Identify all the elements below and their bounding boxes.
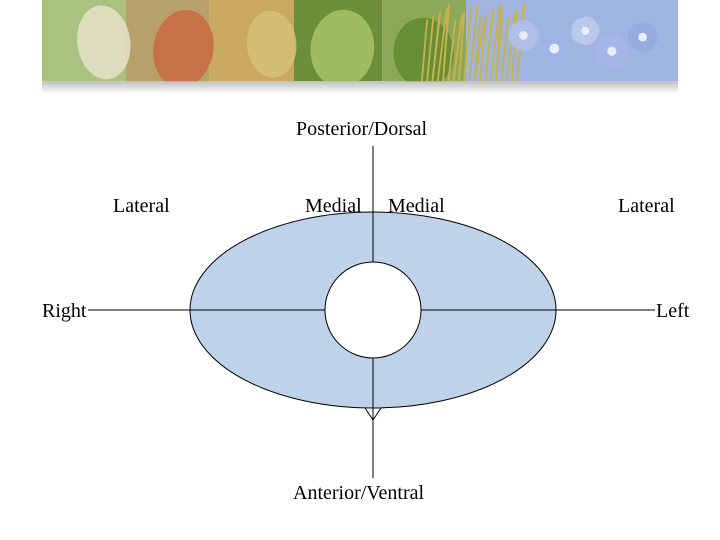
label-lateral-left: Lateral [113,195,170,218]
label-lateral-right: Lateral [618,195,675,218]
label-anterior-ventral: Anterior/Ventral [293,482,424,505]
label-right-side: Right [42,300,86,323]
label-medial-right: Medial [388,195,445,218]
center-circle [325,262,421,358]
label-posterior-dorsal: Posterior/Dorsal [296,118,427,141]
label-medial-left: Medial [305,195,362,218]
anatomical-axes-diagram [0,0,720,540]
label-left-side: Left [656,300,689,323]
